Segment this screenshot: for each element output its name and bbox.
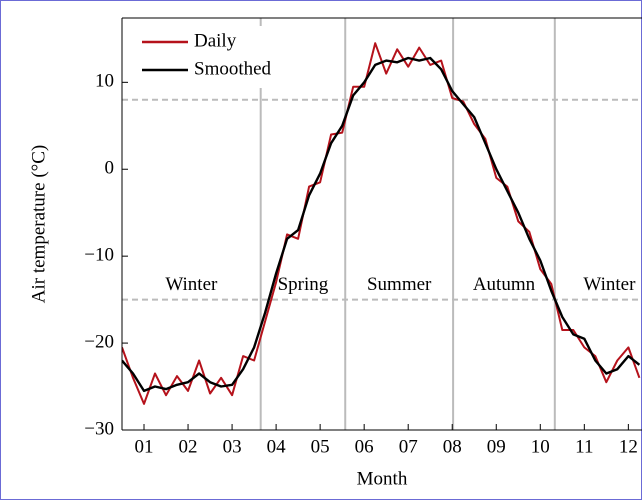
x-tick-label: 12 [619,436,638,457]
season-label: Winter [165,274,218,295]
x-tick-label: 02 [179,436,198,457]
y-axis-label: Air temperature (°C) [28,145,49,303]
season-label: Winter [583,274,636,295]
x-tick-label: 01 [135,436,154,457]
season-label: Summer [367,274,432,295]
x-tick-label: 05 [311,436,330,457]
y-tick-label: −10 [84,245,114,266]
y-tick-label: 10 [95,71,114,92]
season-label: Autumn [473,274,536,295]
x-tick-label: 03 [223,436,242,457]
data-line [122,56,641,393]
x-tick-label: 09 [487,436,506,457]
data-line [122,42,641,405]
x-tick-label: 06 [355,436,374,457]
x-tick-label: 08 [443,436,462,457]
y-tick-label: 0 [105,158,115,179]
legend-box [128,26,288,88]
x-tick-label: 07 [399,436,418,457]
x-tick-label: 04 [267,436,287,457]
x-tick-label: 11 [575,436,593,457]
legend-label: Smoothed [194,58,272,79]
plot-area: Winter Spring Summer Autumn Winter [122,18,642,430]
x-tick-label: 10 [531,436,550,457]
x-axis-label: Month [357,468,408,489]
legend-label: Daily [194,30,237,51]
y-tick-label: −20 [84,331,114,352]
y-tick-label: −30 [84,418,114,439]
season-label: Spring [278,274,329,295]
